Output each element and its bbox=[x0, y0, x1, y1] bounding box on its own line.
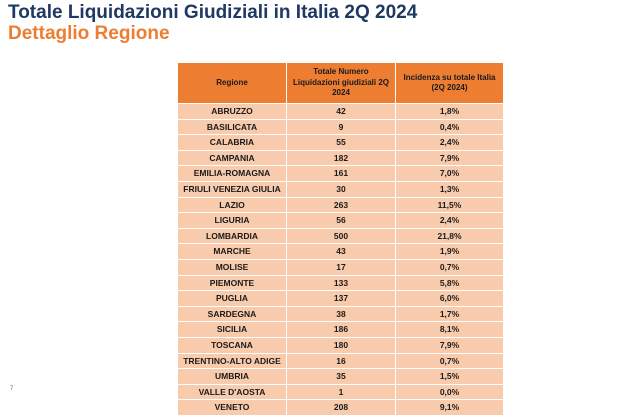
total-cell: 43 bbox=[286, 243, 396, 260]
column-header-total: Totale Numero Liquidazioni giudiziali 2Q… bbox=[286, 62, 396, 104]
region-cell: ABRUZZO bbox=[177, 103, 287, 120]
table-row: LIGURIA 56 2,4% bbox=[177, 212, 504, 229]
table-row: LAZIO 263 11,5% bbox=[177, 196, 504, 214]
total-cell: 38 bbox=[286, 305, 396, 323]
total-cell: 1 bbox=[286, 383, 396, 401]
region-cell: FRIULI VENEZIA GIULIA bbox=[177, 180, 287, 198]
table-row: CAMPANIA 182 7,9% bbox=[177, 149, 504, 167]
table-row: ABRUZZO 42 1,8% bbox=[177, 103, 504, 120]
total-cell: 182 bbox=[286, 149, 396, 167]
table-row: FRIULI VENEZIA GIULIA 30 1,3% bbox=[177, 180, 504, 198]
column-header-share: Incidenza su totale Italia (2Q 2024) bbox=[395, 62, 504, 104]
region-cell: TRENTINO-ALTO ADIGE bbox=[177, 352, 287, 370]
total-cell: 263 bbox=[286, 196, 396, 214]
total-cell: 137 bbox=[286, 290, 396, 307]
share-cell: 9,1% bbox=[395, 399, 504, 416]
share-cell: 0,7% bbox=[395, 258, 504, 276]
table-row: MOLISE 17 0,7% bbox=[177, 258, 504, 276]
share-cell: 0,7% bbox=[395, 352, 504, 370]
region-cell: LIGURIA bbox=[177, 212, 287, 229]
total-cell: 56 bbox=[286, 212, 396, 229]
table-row: SARDEGNA 38 1,7% bbox=[177, 305, 504, 323]
table-row: BASILICATA 9 0,4% bbox=[177, 118, 504, 136]
region-cell: VALLE D'AOSTA bbox=[177, 383, 287, 401]
share-cell: 1,5% bbox=[395, 368, 504, 385]
column-header-region: Regione bbox=[177, 62, 287, 104]
region-cell: MOLISE bbox=[177, 258, 287, 276]
region-cell: EMILIA-ROMAGNA bbox=[177, 165, 287, 182]
total-cell: 35 bbox=[286, 368, 396, 385]
table-row: VENETO 208 9,1% bbox=[177, 399, 504, 416]
total-cell: 42 bbox=[286, 103, 396, 120]
total-cell: 133 bbox=[286, 274, 396, 292]
total-cell: 500 bbox=[286, 227, 396, 245]
share-cell: 0,0% bbox=[395, 383, 504, 401]
total-cell: 180 bbox=[286, 336, 396, 354]
share-cell: 1,7% bbox=[395, 305, 504, 323]
table-row: CALABRIA 55 2,4% bbox=[177, 134, 504, 151]
table-row: EMILIA-ROMAGNA 161 7,0% bbox=[177, 165, 504, 182]
share-cell: 2,4% bbox=[395, 212, 504, 229]
region-cell: SARDEGNA bbox=[177, 305, 287, 323]
share-cell: 21,8% bbox=[395, 227, 504, 245]
total-cell: 17 bbox=[286, 258, 396, 276]
share-cell: 0,4% bbox=[395, 118, 504, 136]
region-cell: TOSCANA bbox=[177, 336, 287, 354]
share-cell: 8,1% bbox=[395, 321, 504, 338]
table-row: UMBRIA 35 1,5% bbox=[177, 368, 504, 385]
regions-table: Regione Totale Numero Liquidazioni giudi… bbox=[177, 62, 504, 416]
share-cell: 11,5% bbox=[395, 196, 504, 214]
share-cell: 2,4% bbox=[395, 134, 504, 151]
total-cell: 186 bbox=[286, 321, 396, 338]
share-cell: 6,0% bbox=[395, 290, 504, 307]
total-cell: 30 bbox=[286, 180, 396, 198]
share-cell: 1,3% bbox=[395, 180, 504, 198]
table-row: TOSCANA 180 7,9% bbox=[177, 336, 504, 354]
table-row: PIEMONTE 133 5,8% bbox=[177, 274, 504, 292]
total-cell: 208 bbox=[286, 399, 396, 416]
table-row: PUGLIA 137 6,0% bbox=[177, 290, 504, 307]
table-body: ABRUZZO 42 1,8% BASILICATA 9 0,4% CALABRIA 55 2,… bbox=[177, 103, 504, 416]
region-cell: PUGLIA bbox=[177, 290, 287, 307]
share-cell: 7,9% bbox=[395, 336, 504, 354]
total-cell: 9 bbox=[286, 118, 396, 136]
page-title: Totale Liquidazioni Giudiziali in Italia… bbox=[8, 2, 418, 23]
region-cell: LAZIO bbox=[177, 196, 287, 214]
total-cell: 55 bbox=[286, 134, 396, 151]
table-row: SICILIA 186 8,1% bbox=[177, 321, 504, 338]
table-row: TRENTINO-ALTO ADIGE 16 0,7% bbox=[177, 352, 504, 370]
total-cell: 161 bbox=[286, 165, 396, 182]
page-subtitle: Dettaglio Regione bbox=[8, 23, 170, 44]
region-cell: CAMPANIA bbox=[177, 149, 287, 167]
region-cell: BASILICATA bbox=[177, 118, 287, 136]
table-row: LOMBARDIA 500 21,8% bbox=[177, 227, 504, 245]
share-cell: 7,0% bbox=[395, 165, 504, 182]
region-cell: MARCHE bbox=[177, 243, 287, 260]
table-row: VALLE D'AOSTA 1 0,0% bbox=[177, 383, 504, 401]
share-cell: 1,9% bbox=[395, 243, 504, 260]
table-row: MARCHE 43 1,9% bbox=[177, 243, 504, 260]
table-header-row: Regione Totale Numero Liquidazioni giudi… bbox=[177, 62, 504, 104]
region-cell: UMBRIA bbox=[177, 368, 287, 385]
region-cell: VENETO bbox=[177, 399, 287, 416]
share-cell: 7,9% bbox=[395, 149, 504, 167]
share-cell: 5,8% bbox=[395, 274, 504, 292]
region-cell: PIEMONTE bbox=[177, 274, 287, 292]
region-cell: SICILIA bbox=[177, 321, 287, 338]
region-cell: CALABRIA bbox=[177, 134, 287, 151]
total-cell: 16 bbox=[286, 352, 396, 370]
page-number: 7 bbox=[10, 386, 14, 392]
region-cell: LOMBARDIA bbox=[177, 227, 287, 245]
share-cell: 1,8% bbox=[395, 103, 504, 120]
